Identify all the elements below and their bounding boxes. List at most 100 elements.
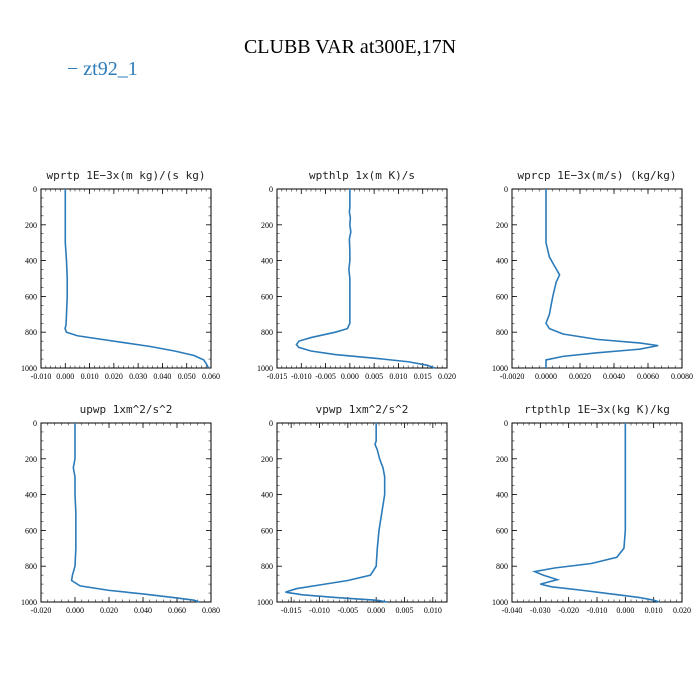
y-tick-label: 600 bbox=[25, 292, 37, 301]
x-tick-label: 0.010 bbox=[424, 606, 442, 615]
y-tick-label: 200 bbox=[25, 221, 37, 230]
y-tick-label: 0 bbox=[504, 419, 508, 428]
chart-panel-5: vpwp 1xm^2/s^2 0 200 400 600 800 1000 -0.015 -0.… bbox=[257, 403, 448, 615]
y-tick-label: 400 bbox=[496, 491, 508, 500]
x-tick-label: 0.010 bbox=[81, 372, 99, 381]
x-tick-label: 0.005 bbox=[396, 606, 414, 615]
x-tick-label: 0.000 bbox=[341, 372, 359, 381]
x-tick-label: 0.000 bbox=[56, 372, 74, 381]
chart-panel-2: wpthlp 1x(m K)/s02004006008001000-0.015-… bbox=[257, 169, 456, 381]
y-tick-label: 200 bbox=[25, 455, 37, 464]
y-tick-label: 400 bbox=[25, 491, 37, 500]
x-tick-label: -0.040 bbox=[502, 606, 523, 615]
x-tick-label: 0.000 bbox=[66, 606, 84, 615]
x-tick-label: -0.020 bbox=[558, 606, 579, 615]
y-tick-label: 400 bbox=[261, 491, 273, 500]
y-tick-label: 400 bbox=[25, 257, 37, 266]
x-tick-label: -0.010 bbox=[291, 372, 312, 381]
y-tick-label: 400 bbox=[261, 257, 273, 266]
series-line bbox=[295, 189, 436, 369]
y-tick-label: 1000 bbox=[257, 598, 273, 607]
y-tick-label: 200 bbox=[496, 455, 508, 464]
y-tick-label: 600 bbox=[496, 526, 508, 535]
y-tick-label: 1000 bbox=[21, 364, 37, 373]
x-tick-label: -0.010 bbox=[31, 372, 52, 381]
chart-panel-6: rtpthlp 1E−3x(kg K)/kg02004006008001000-… bbox=[492, 403, 691, 615]
x-tick-label: 0.020 bbox=[438, 372, 456, 381]
series-line bbox=[64, 189, 210, 369]
y-tick-label: 1000 bbox=[492, 598, 508, 607]
y-tick-label: 200 bbox=[496, 221, 508, 230]
x-tick-label: 0.080 bbox=[202, 606, 220, 615]
x-tick-label: -0.010 bbox=[587, 606, 608, 615]
x-tick-label: 0.0080 bbox=[671, 372, 693, 381]
x-tick-label: 0.020 bbox=[100, 606, 118, 615]
plot-frame bbox=[276, 188, 448, 369]
y-tick-label: 1000 bbox=[21, 598, 37, 607]
x-tick-label: 0.020 bbox=[105, 372, 123, 381]
y-tick-label: 0 bbox=[33, 419, 37, 428]
x-tick-label: 0.060 bbox=[168, 606, 186, 615]
x-tick-label: 0.000 bbox=[616, 606, 634, 615]
x-tick-label: 0.005 bbox=[365, 372, 383, 381]
x-tick-label: 0.010 bbox=[389, 372, 407, 381]
y-tick-label: 600 bbox=[496, 292, 508, 301]
x-tick-label: 0.0020 bbox=[569, 372, 591, 381]
x-tick-label: 0.050 bbox=[178, 372, 196, 381]
x-tick-label: -0.005 bbox=[337, 606, 358, 615]
x-tick-label: 0.0060 bbox=[637, 372, 659, 381]
chart-panel-3: wprcp 1E−3x(m/s) (kg/kg) 0 200 400 600 800 100… bbox=[492, 169, 693, 381]
x-tick-label: -0.010 bbox=[309, 606, 330, 615]
panel-title: wprtp 1E−3x(m kg)/(s kg) bbox=[47, 169, 206, 182]
y-tick-label: 800 bbox=[496, 328, 508, 337]
y-tick-label: 0 bbox=[33, 185, 37, 194]
x-tick-label: 0.0040 bbox=[603, 372, 625, 381]
y-tick-label: 1000 bbox=[492, 364, 508, 373]
chart-panel-4: upwp 1xm^2/s^2 0 200 400 600 800 1000-0.020 0.0… bbox=[21, 403, 220, 615]
y-tick-label: 400 bbox=[496, 257, 508, 266]
panel-title: rtpthlp 1E−3x(kg K)/kg bbox=[524, 403, 670, 416]
y-tick-label: 0 bbox=[269, 419, 273, 428]
x-tick-label: -0.020 bbox=[31, 606, 52, 615]
plot-frame bbox=[40, 422, 212, 603]
plot-frame bbox=[511, 188, 683, 369]
series-line bbox=[545, 189, 659, 368]
series-line bbox=[285, 423, 388, 603]
x-tick-label: 0.010 bbox=[645, 606, 663, 615]
chart-panel-1: wprtp 1E−3x(m kg)/(s kg) 0 200 400 600 800 100… bbox=[21, 169, 220, 381]
plot-frame bbox=[276, 422, 448, 603]
x-tick-label: -0.030 bbox=[530, 606, 551, 615]
panel-title: upwp 1xm^2/s^2 bbox=[80, 403, 173, 416]
x-tick-label: 0.040 bbox=[153, 372, 171, 381]
x-tick-label: 0.0000 bbox=[535, 372, 557, 381]
y-tick-label: 1000 bbox=[257, 364, 273, 373]
y-tick-label: 600 bbox=[261, 526, 273, 535]
series-line bbox=[531, 423, 660, 603]
y-tick-label: 600 bbox=[25, 526, 37, 535]
y-tick-label: 0 bbox=[269, 185, 273, 194]
y-tick-label: 200 bbox=[261, 221, 273, 230]
x-tick-label: -0.005 bbox=[315, 372, 336, 381]
y-tick-label: 0 bbox=[504, 185, 508, 194]
x-tick-label: 0.015 bbox=[414, 372, 432, 381]
y-tick-label: 800 bbox=[25, 328, 37, 337]
y-tick-label: 800 bbox=[261, 328, 273, 337]
x-tick-label: 0.060 bbox=[202, 372, 220, 381]
x-tick-label: 0.040 bbox=[134, 606, 152, 615]
x-tick-label: -0.015 bbox=[267, 372, 288, 381]
y-tick-label: 800 bbox=[25, 562, 37, 571]
x-tick-label: 0.020 bbox=[673, 606, 691, 615]
panel-title: vpwp 1xm^2/s^2 bbox=[316, 403, 409, 416]
x-tick-label: 0.000 bbox=[367, 606, 385, 615]
panel-title: wpthlp 1x(m K)/s bbox=[309, 169, 415, 182]
y-tick-label: 200 bbox=[261, 455, 273, 464]
y-tick-label: 800 bbox=[496, 562, 508, 571]
y-tick-label: 600 bbox=[261, 292, 273, 301]
x-tick-label: -0.0020 bbox=[500, 372, 525, 381]
x-tick-label: -0.015 bbox=[281, 606, 302, 615]
series-line bbox=[70, 423, 200, 603]
y-tick-label: 800 bbox=[261, 562, 273, 571]
legend-entry: − zt92_1 bbox=[67, 58, 138, 80]
panel-title: wprcp 1E−3x(m/s) (kg/kg) bbox=[518, 169, 677, 182]
